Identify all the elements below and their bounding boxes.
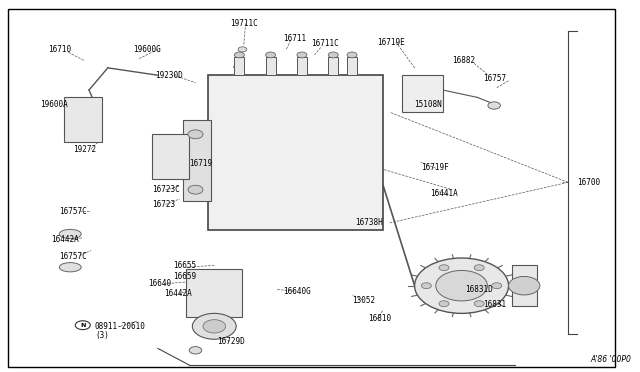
- Text: 19272: 19272: [74, 145, 97, 154]
- Text: 16757C: 16757C: [59, 207, 87, 217]
- Text: 16441A: 16441A: [430, 189, 458, 198]
- Text: (3): (3): [95, 331, 109, 340]
- Text: A'86 '00P0: A'86 '00P0: [590, 355, 631, 364]
- Text: 16723: 16723: [152, 200, 175, 209]
- Bar: [186, 269, 243, 317]
- Circle shape: [347, 52, 357, 58]
- Ellipse shape: [60, 230, 81, 238]
- Text: 16442A: 16442A: [164, 289, 192, 298]
- Text: 16640G: 16640G: [283, 287, 311, 296]
- Bar: [511, 265, 537, 306]
- Text: 16738H: 16738H: [355, 218, 383, 227]
- Circle shape: [328, 52, 338, 58]
- Circle shape: [509, 276, 540, 295]
- FancyBboxPatch shape: [208, 75, 383, 230]
- Text: 16757C: 16757C: [59, 251, 87, 261]
- Circle shape: [488, 102, 500, 109]
- Bar: [266, 57, 276, 75]
- Text: 16757: 16757: [483, 74, 507, 83]
- Circle shape: [238, 47, 247, 52]
- Text: 16442A: 16442A: [51, 235, 79, 244]
- Text: 16710: 16710: [49, 45, 72, 54]
- Text: 16729D: 16729D: [218, 337, 245, 346]
- Circle shape: [415, 258, 509, 313]
- Bar: [347, 57, 357, 75]
- Bar: [328, 57, 338, 75]
- Circle shape: [439, 265, 449, 271]
- Ellipse shape: [60, 263, 81, 272]
- Bar: [234, 57, 244, 75]
- Text: 19600A: 19600A: [40, 100, 68, 109]
- Bar: [297, 57, 307, 75]
- Text: 19711C: 19711C: [230, 19, 258, 28]
- Circle shape: [266, 52, 276, 58]
- Circle shape: [193, 313, 236, 339]
- Bar: [64, 97, 102, 142]
- Circle shape: [474, 265, 484, 271]
- Text: N: N: [80, 323, 86, 328]
- Text: 16711C: 16711C: [311, 39, 339, 48]
- Text: 16640: 16640: [148, 279, 172, 288]
- Text: 16882: 16882: [452, 56, 476, 65]
- Text: 13052: 13052: [352, 296, 375, 305]
- Text: 16700: 16700: [577, 178, 600, 187]
- Text: 16719F: 16719F: [421, 163, 449, 172]
- Text: 16831: 16831: [483, 300, 507, 309]
- Circle shape: [188, 185, 203, 194]
- Text: 08911-20610: 08911-20610: [94, 322, 145, 331]
- Text: 16810: 16810: [367, 314, 391, 323]
- Text: 19230D: 19230D: [155, 71, 182, 80]
- Text: 16719: 16719: [189, 159, 212, 169]
- Circle shape: [76, 321, 90, 330]
- Circle shape: [188, 130, 203, 139]
- Text: 16659: 16659: [173, 272, 196, 281]
- Circle shape: [297, 52, 307, 58]
- Text: 16831D: 16831D: [465, 285, 492, 294]
- Text: 16719E: 16719E: [377, 38, 405, 46]
- Circle shape: [439, 301, 449, 307]
- Circle shape: [421, 283, 431, 289]
- Circle shape: [436, 270, 488, 301]
- Text: 16711: 16711: [283, 34, 307, 43]
- Circle shape: [189, 347, 202, 354]
- Text: 16655: 16655: [173, 261, 196, 270]
- Bar: [183, 119, 211, 201]
- Bar: [152, 134, 189, 179]
- Text: 15108N: 15108N: [415, 100, 442, 109]
- Circle shape: [492, 283, 502, 289]
- Circle shape: [203, 320, 225, 333]
- Text: 16723C: 16723C: [152, 185, 179, 194]
- Text: 19600G: 19600G: [133, 45, 161, 54]
- Circle shape: [234, 52, 244, 58]
- Bar: [402, 75, 443, 112]
- Circle shape: [474, 301, 484, 307]
